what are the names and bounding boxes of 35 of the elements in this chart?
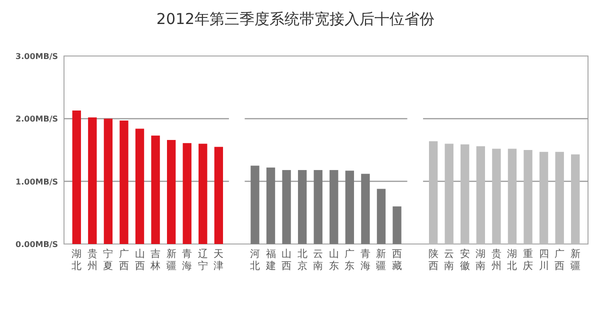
x-tick-label: 广西 bbox=[554, 248, 565, 272]
x-tick-label: 山西 bbox=[282, 248, 292, 272]
chart-title: 2012年第三季度系统带宽接入后十位省份 bbox=[156, 10, 435, 28]
y-tick-label: 2.00MB/S bbox=[16, 114, 58, 124]
x-tick-label: 重庆 bbox=[523, 248, 534, 272]
x-tick-label: 北京 bbox=[297, 248, 308, 272]
x-tick-label: 广东 bbox=[344, 248, 355, 272]
x-tick-label: 贵州 bbox=[87, 248, 98, 272]
x-tick-label: 青海 bbox=[182, 248, 192, 272]
x-tick-label: 湖北 bbox=[72, 248, 82, 272]
x-tick-label: 宁夏 bbox=[103, 248, 114, 272]
x-tick-label: 新疆 bbox=[166, 248, 176, 272]
x-tick-label: 吉林 bbox=[150, 248, 161, 272]
x-tick-label: 福建 bbox=[264, 248, 276, 272]
x-tick-label: 辽宁 bbox=[198, 248, 208, 272]
x-tick-label: 安徽 bbox=[460, 248, 470, 272]
x-tick-label: 青海 bbox=[360, 248, 370, 272]
x-tick-label: 陕西 bbox=[428, 248, 438, 272]
y-tick-label: 3.00MB/S bbox=[16, 52, 58, 61]
x-tick-label: 天津 bbox=[214, 249, 224, 272]
x-tick-label: 广西 bbox=[118, 248, 129, 272]
x-tick-label: 新疆 bbox=[570, 248, 580, 272]
y-tick-label: 1.00MB/S bbox=[16, 177, 58, 186]
x-tick-label: 湖南 bbox=[476, 248, 486, 272]
x-tick-label: 云南 bbox=[444, 249, 454, 272]
x-tick-label: 西藏 bbox=[392, 249, 402, 272]
x-tick-label: 新疆 bbox=[376, 248, 386, 272]
x-tick-label: 河北 bbox=[250, 248, 260, 272]
y-tick-label: 0.00MB/S bbox=[16, 240, 58, 249]
x-tick-label: 湖北 bbox=[507, 248, 518, 272]
x-tick-label: 四川 bbox=[538, 249, 549, 272]
x-tick-label: 云南 bbox=[313, 249, 324, 272]
x-tick-label: 山西 bbox=[134, 248, 145, 272]
x-tick-label: 山东 bbox=[328, 248, 339, 272]
x-tick-label: 贵州 bbox=[491, 248, 502, 272]
